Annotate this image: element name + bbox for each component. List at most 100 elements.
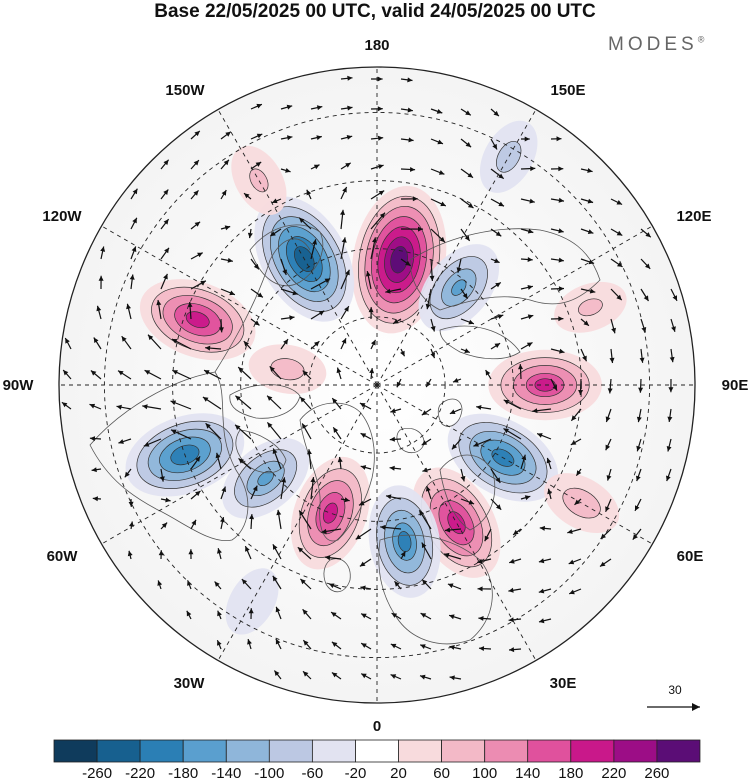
wind-vector-head	[241, 579, 248, 585]
wind-vector-head	[217, 640, 222, 646]
graticule	[59, 67, 695, 703]
wind-vector-head	[524, 495, 531, 501]
wind-vector-head	[344, 497, 350, 503]
wind-vector-head	[438, 170, 445, 175]
wind-vector-head	[400, 350, 405, 357]
wind-vector-head	[314, 341, 320, 347]
colorbar: -260 -220 -180 -140 -100 -60 -20 20 60 100 140 180 2…	[53, 739, 701, 782]
wind-vector-head	[98, 275, 104, 281]
colorbar-swatch	[182, 739, 227, 763]
wind-vector-head	[526, 342, 533, 348]
wind-vector-head	[341, 237, 347, 243]
wind-vector-head	[380, 524, 386, 530]
wind-vector-head	[477, 586, 483, 592]
wind-vector-head	[639, 357, 645, 363]
wind-vector-head	[582, 355, 587, 362]
wind-vector-head	[235, 395, 241, 401]
wind-vector-head	[333, 427, 339, 433]
wind-vector-head	[529, 198, 535, 204]
wind-vector-head	[171, 429, 177, 435]
brand-mark: ®	[697, 34, 705, 45]
wind-vector-head	[257, 292, 263, 298]
colorbar-swatch	[268, 739, 313, 763]
wind-vector-head	[605, 444, 611, 451]
wind-vector-head	[249, 514, 255, 520]
wind-vector-head	[316, 105, 323, 111]
wind-vector-head	[129, 274, 135, 280]
wind-vector-head	[121, 336, 127, 342]
wind-vector-head	[142, 404, 148, 410]
wind-vector-head	[437, 139, 443, 145]
wind-vector-head	[238, 367, 244, 373]
wind-vector-head	[509, 647, 515, 653]
meridian-line	[93, 221, 378, 386]
wind-vector-head	[495, 282, 501, 288]
wind-vector-head	[465, 142, 472, 148]
wind-vector-head	[390, 674, 397, 679]
colorbar-swatch	[570, 739, 615, 763]
colorbar-swatch	[53, 739, 98, 763]
wind-vector-head	[276, 509, 282, 516]
wind-vector-head	[292, 290, 298, 296]
wind-vector-head	[495, 477, 501, 483]
wind-vector-head	[400, 551, 406, 557]
anomaly-blob	[222, 438, 310, 519]
anomaly-contour	[185, 311, 210, 329]
wind-vector-head	[347, 75, 353, 81]
wind-vector-head	[600, 561, 606, 567]
wind-vector-head	[386, 494, 392, 500]
wind-vector-head	[605, 416, 611, 422]
wind-vector-head	[558, 286, 564, 292]
wind-vector-head	[272, 198, 278, 204]
wind-vector-head	[667, 416, 673, 422]
wind-vector-head	[425, 486, 431, 492]
wind-vector-head	[444, 552, 450, 558]
lon-label-150e: 150E	[550, 82, 585, 99]
wind-vector-head	[606, 475, 612, 481]
wind-vector-head	[165, 497, 171, 503]
meridian-line	[213, 101, 378, 386]
wind-vector-head	[318, 310, 325, 316]
wind-vector-head	[508, 617, 514, 623]
wind-vector-head	[286, 104, 293, 110]
coastline-alaska	[249, 224, 324, 287]
wind-vector-head	[195, 456, 201, 462]
wind-vector-head	[131, 246, 137, 252]
wind-vector-head	[508, 587, 514, 593]
wind-vector-head	[238, 458, 244, 464]
anomaly-contour	[390, 246, 408, 274]
wind-vector-head	[524, 136, 530, 142]
wind-vector-head	[587, 229, 594, 234]
wind-vector-head	[578, 390, 584, 395]
wind-vector-head	[224, 225, 231, 231]
wind-vector-head	[359, 403, 366, 408]
lon-label-60e: 60E	[677, 548, 704, 565]
meridian-line	[376, 101, 541, 386]
wind-vector-head	[436, 109, 443, 114]
wind-vector-head	[193, 160, 199, 166]
colorbar-swatch	[398, 739, 442, 763]
wind-vector-head	[569, 589, 575, 595]
wind-vector-head	[300, 397, 306, 403]
wind-vector-head	[389, 465, 395, 471]
wind-vector-head	[306, 189, 312, 196]
anomaly-blob	[544, 473, 620, 534]
colorbar-swatch	[527, 739, 572, 763]
wind-vector-head	[513, 529, 519, 535]
wind-vector-head	[396, 381, 402, 388]
wind-vector-head	[270, 231, 276, 237]
wind-vector-head	[124, 471, 130, 478]
wind-vector-head	[449, 614, 455, 620]
wind-vector-head	[420, 644, 426, 649]
anomaly-field	[125, 120, 627, 635]
wind-vector-head	[527, 285, 533, 290]
coastline-siberia	[409, 228, 601, 311]
wind-vector-head	[116, 404, 122, 410]
wind-vector-head	[360, 585, 366, 591]
wind-vector-head	[425, 303, 431, 310]
wind-vector-head	[451, 444, 458, 450]
wind-vector-head	[449, 409, 456, 414]
wind-vector-head	[589, 288, 596, 294]
wind-vector-head	[144, 370, 151, 375]
